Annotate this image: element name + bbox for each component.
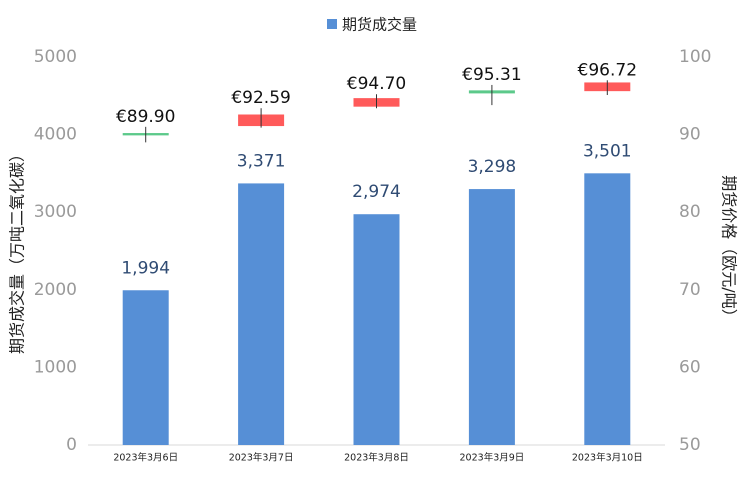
bar — [122, 290, 169, 445]
value-label: 1,994 — [121, 258, 170, 278]
value-label: 2,974 — [352, 182, 401, 202]
y2-tick-label: 70 — [679, 280, 701, 300]
value-label: 3,501 — [583, 141, 632, 161]
price-label: €89.90 — [116, 107, 175, 127]
bar — [584, 173, 631, 446]
bar — [238, 183, 285, 445]
price-label: €94.70 — [347, 74, 406, 94]
y-tick-label: 1000 — [34, 357, 77, 377]
bar — [468, 189, 515, 445]
y2-tick-label: 50 — [679, 435, 701, 455]
value-label: 3,298 — [468, 157, 517, 177]
price-label: €95.31 — [462, 65, 521, 85]
legend-swatch — [327, 19, 337, 29]
y2-axis-title: 期货价格（欧元/吨） — [720, 175, 739, 324]
y2-tick-label: 60 — [679, 357, 701, 377]
y-tick-label: 2000 — [34, 280, 77, 300]
price-label: €92.59 — [231, 88, 290, 108]
y-tick-label: 5000 — [34, 47, 77, 67]
y-tick-label: 0 — [66, 435, 77, 455]
y2-tick-label: 90 — [679, 125, 701, 145]
y-tick-label: 3000 — [34, 202, 77, 222]
x-tick-label: 2023年3月6日 — [113, 452, 178, 464]
x-tick-label: 2023年3月9日 — [460, 452, 525, 464]
y2-tick-label: 80 — [679, 202, 701, 222]
y2-tick-label: 100 — [679, 47, 711, 67]
x-tick-label: 2023年3月10日 — [572, 452, 643, 464]
legend-label: 期货成交量 — [342, 16, 417, 34]
bar — [353, 214, 400, 445]
x-tick-label: 2023年3月8日 — [344, 452, 409, 464]
y-tick-label: 4000 — [34, 125, 77, 145]
y-axis-title: 期货成交量（万吨二氧化碳） — [8, 146, 27, 354]
price-label: €96.72 — [578, 60, 637, 80]
x-tick-label: 2023年3月7日 — [229, 452, 294, 464]
value-label: 3,371 — [237, 151, 286, 171]
